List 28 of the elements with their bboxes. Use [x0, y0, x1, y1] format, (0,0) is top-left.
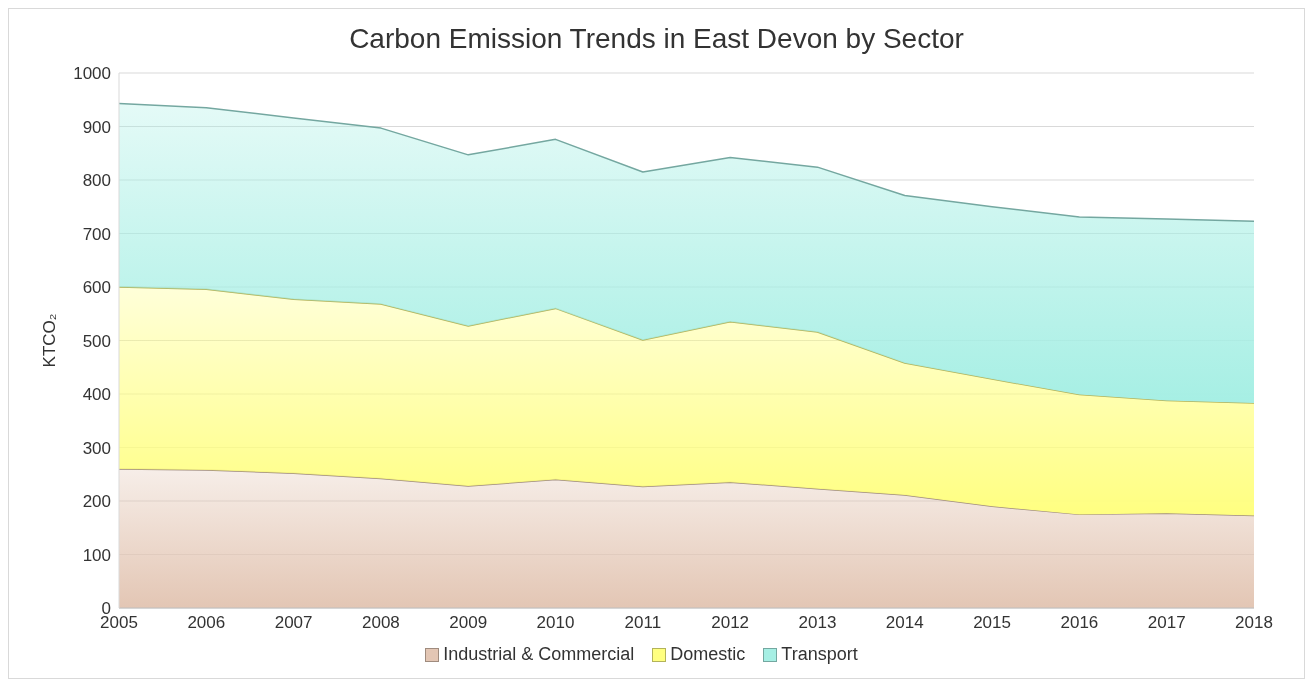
y-axis-title: KTCO₂ [40, 313, 60, 368]
x-tick-label: 2006 [187, 613, 226, 633]
x-tick-label: 2016 [1060, 613, 1099, 633]
y-tick-label: 100 [82, 545, 111, 565]
y-tick-label: 1000 [73, 64, 111, 84]
legend-label: Industrial & Commercial [443, 644, 635, 665]
x-tick-label: 2012 [711, 613, 750, 633]
y-tick-label: 800 [82, 171, 111, 191]
x-tick-label: 2011 [624, 613, 662, 633]
y-tick-label: 200 [82, 492, 111, 512]
x-tick-label: 2010 [536, 613, 575, 633]
y-tick-label: 300 [82, 438, 111, 458]
x-tick-label: 2014 [885, 613, 924, 633]
x-tick-label: 2017 [1147, 613, 1186, 633]
y-tick-label: 900 [82, 117, 111, 137]
x-tick-label: 2013 [798, 613, 837, 633]
legend-label: Domestic [670, 644, 746, 665]
x-tick-label: 2009 [449, 613, 488, 633]
chart-title: Carbon Emission Trends in East Devon by Sector [348, 23, 965, 56]
y-tick-label: 400 [82, 385, 111, 405]
legend-label: Transport [781, 644, 858, 665]
y-tick-label: 500 [82, 331, 111, 351]
x-tick-label: 2018 [1235, 613, 1273, 633]
x-tick-label: 2008 [362, 613, 400, 633]
y-tick-label: 600 [82, 278, 111, 298]
y-tick-label: 700 [82, 224, 111, 244]
x-tick-label: 2007 [274, 613, 313, 633]
x-tick-label: 2015 [973, 613, 1011, 633]
